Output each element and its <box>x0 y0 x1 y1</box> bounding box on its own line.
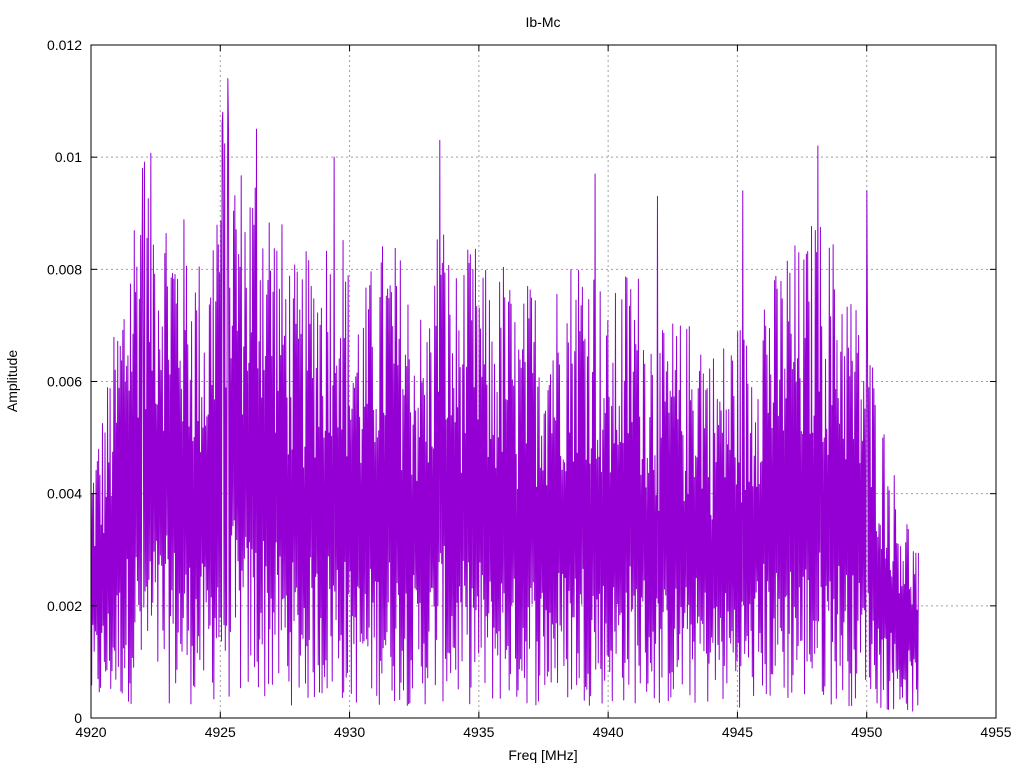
x-tick-label: 4945 <box>722 724 753 740</box>
x-tick-label: 4930 <box>334 724 365 740</box>
x-tick-label: 4940 <box>593 724 624 740</box>
y-tick-label: 0 <box>74 710 82 726</box>
x-tick-label: 4935 <box>463 724 494 740</box>
y-axis-label: Amplitude <box>4 350 20 412</box>
y-tick-label: 0.002 <box>47 598 82 614</box>
x-tick-label: 4950 <box>851 724 882 740</box>
x-tick-label: 4925 <box>205 724 236 740</box>
chart-title: Ib-Mc <box>526 14 561 30</box>
x-tick-label: 4955 <box>980 724 1011 740</box>
y-tick-label: 0.004 <box>47 486 82 502</box>
axis-ticks: 4920 4925 4930 4935 4940 4945 4950 4955 0 0.002 0.… <box>47 37 1012 740</box>
x-axis-label: Freq [MHz] <box>508 747 577 763</box>
x-tick-label: 4920 <box>75 724 106 740</box>
series-line <box>90 78 919 712</box>
amplitude-series-line <box>90 78 919 712</box>
y-tick-label: 0.008 <box>47 261 82 277</box>
y-tick-label: 0.01 <box>55 149 82 165</box>
y-tick-label: 0.006 <box>47 374 82 390</box>
y-tick-label: 0.012 <box>47 37 82 53</box>
